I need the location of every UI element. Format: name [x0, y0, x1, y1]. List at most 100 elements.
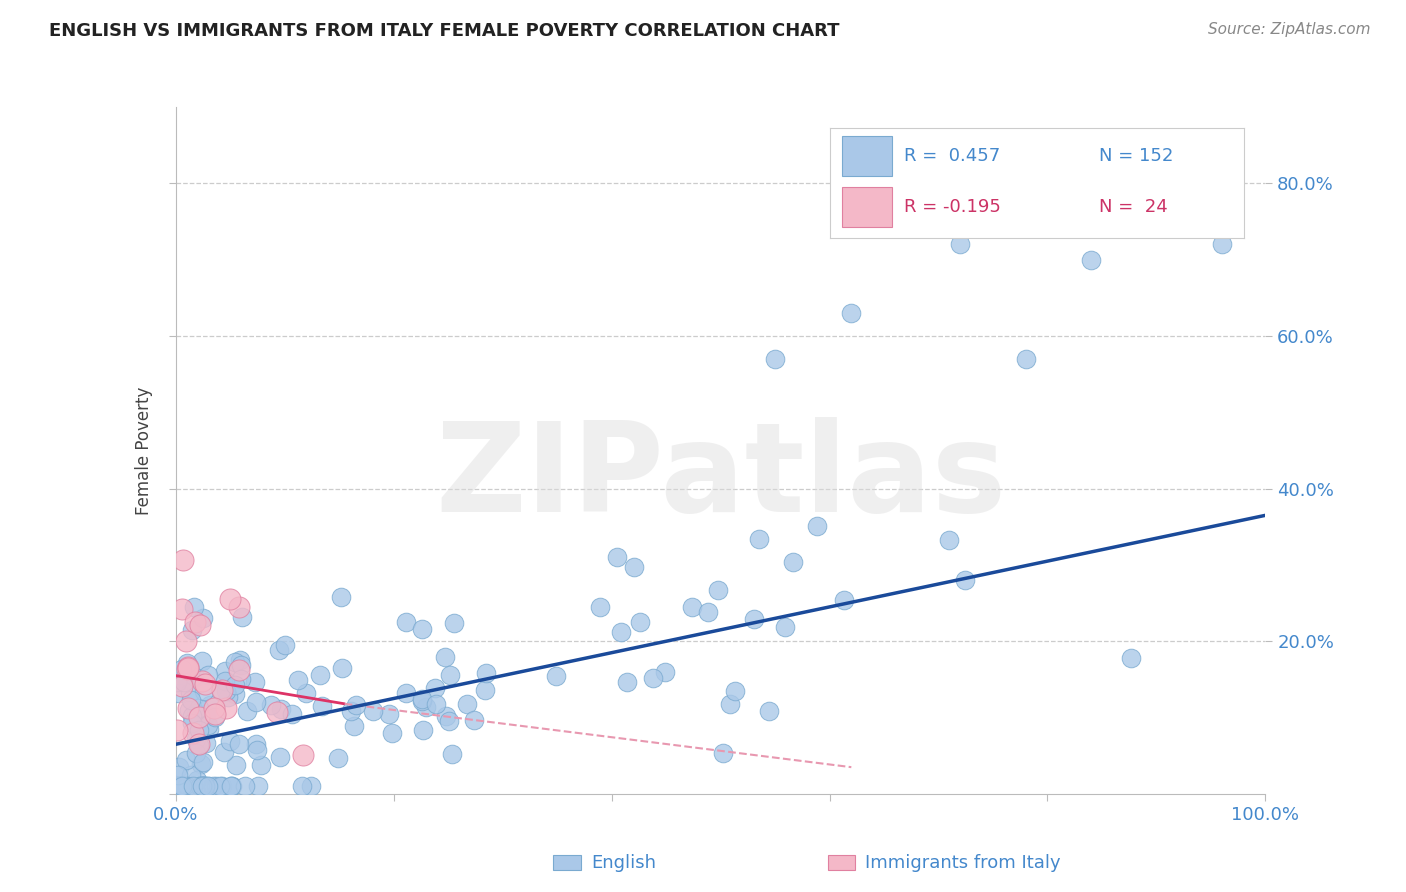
- Point: [711, 746, 734, 760]
- Point: [706, 582, 728, 597]
- Point: [166, 675, 188, 690]
- Point: [188, 737, 211, 751]
- Point: [415, 699, 437, 714]
- Point: [174, 779, 197, 793]
- Text: Source: ZipAtlas.com: Source: ZipAtlas.com: [1208, 22, 1371, 37]
- Point: [188, 701, 211, 715]
- Point: [287, 673, 309, 688]
- Point: [214, 674, 236, 689]
- Point: [187, 710, 209, 724]
- Point: [266, 705, 288, 719]
- Point: [610, 625, 633, 640]
- Point: [606, 549, 628, 564]
- Point: [212, 745, 235, 759]
- Point: [245, 737, 267, 751]
- Text: Immigrants from Italy: Immigrants from Italy: [865, 854, 1062, 871]
- Point: [412, 723, 434, 737]
- Point: [177, 660, 200, 674]
- Point: [191, 755, 214, 769]
- Point: [215, 701, 238, 715]
- Point: [180, 716, 202, 731]
- Point: [339, 704, 361, 718]
- Point: [184, 706, 207, 721]
- Point: [299, 779, 322, 793]
- Text: R = -0.195: R = -0.195: [904, 198, 1001, 216]
- Text: English: English: [591, 854, 657, 871]
- Point: [194, 707, 217, 722]
- Point: [225, 758, 247, 772]
- Point: [395, 686, 418, 700]
- Point: [269, 749, 291, 764]
- Point: [681, 600, 703, 615]
- Point: [246, 779, 269, 793]
- Point: [197, 779, 219, 793]
- Point: [724, 684, 747, 698]
- Point: [181, 623, 204, 637]
- Point: [191, 779, 214, 793]
- Point: [330, 661, 353, 675]
- Point: [1080, 252, 1102, 267]
- Point: [378, 706, 401, 721]
- Point: [411, 622, 433, 636]
- Point: [440, 747, 463, 761]
- Point: [228, 663, 250, 677]
- Point: [191, 673, 214, 688]
- Text: ZIPatlas: ZIPatlas: [434, 417, 1007, 539]
- Point: [344, 698, 367, 713]
- Bar: [842, 136, 891, 176]
- Point: [832, 592, 855, 607]
- Point: [176, 779, 198, 793]
- Point: [763, 351, 786, 366]
- Point: [411, 694, 433, 708]
- Point: [221, 779, 243, 793]
- Point: [201, 779, 224, 793]
- Point: [395, 615, 418, 629]
- Point: [782, 555, 804, 569]
- Point: [190, 757, 212, 772]
- Point: [204, 700, 226, 714]
- Point: [194, 677, 217, 691]
- Point: [246, 743, 269, 757]
- Point: [211, 682, 233, 697]
- Text: R =  0.457: R = 0.457: [904, 147, 1000, 165]
- Point: [228, 599, 250, 614]
- Point: [180, 768, 202, 782]
- Point: [343, 719, 366, 733]
- Point: [215, 683, 238, 698]
- Point: [758, 704, 780, 718]
- Point: [191, 611, 214, 625]
- Point: [191, 779, 214, 793]
- Point: [170, 679, 193, 693]
- Point: [188, 779, 211, 793]
- Point: [773, 620, 796, 634]
- Text: N = 152: N = 152: [1098, 147, 1173, 165]
- Point: [654, 665, 676, 679]
- Point: [188, 739, 211, 753]
- Point: [167, 779, 190, 793]
- Point: [474, 683, 496, 698]
- Point: [176, 656, 198, 670]
- Text: ENGLISH VS IMMIGRANTS FROM ITALY FEMALE POVERTY CORRELATION CHART: ENGLISH VS IMMIGRANTS FROM ITALY FEMALE …: [49, 22, 839, 40]
- Point: [411, 692, 433, 706]
- Point: [184, 746, 207, 760]
- Point: [209, 683, 232, 698]
- Point: [231, 610, 253, 624]
- Point: [224, 678, 246, 692]
- Point: [938, 533, 960, 548]
- Point: [211, 779, 233, 793]
- Point: [208, 779, 231, 793]
- Point: [188, 723, 211, 737]
- Point: [167, 768, 190, 782]
- Point: [380, 725, 402, 739]
- Point: [228, 737, 250, 751]
- Point: [186, 772, 208, 787]
- Point: [169, 779, 191, 793]
- Point: [172, 779, 194, 793]
- Point: [176, 662, 198, 676]
- Point: [184, 615, 207, 630]
- Point: [218, 734, 240, 748]
- Point: [270, 701, 292, 715]
- Point: [174, 753, 197, 767]
- Point: [184, 732, 207, 747]
- Point: [219, 779, 242, 793]
